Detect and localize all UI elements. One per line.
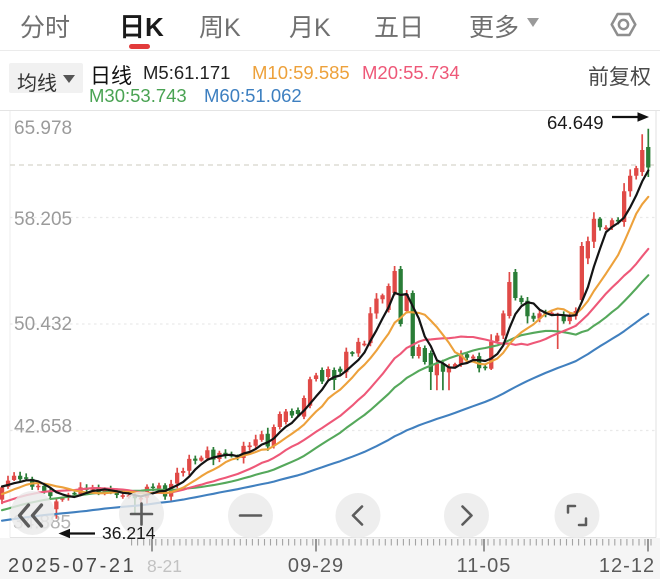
svg-text:58.205: 58.205 [14, 209, 72, 230]
svg-text:65.978: 65.978 [14, 118, 72, 139]
svg-text:09-29: 09-29 [288, 555, 344, 577]
svg-text:50.432: 50.432 [14, 314, 72, 335]
svg-text:8-21: 8-21 [147, 556, 182, 576]
svg-text:12-12: 12-12 [599, 555, 655, 577]
svg-text:42.658: 42.658 [14, 417, 72, 438]
svg-text:64.649: 64.649 [547, 112, 604, 133]
svg-text:2025-07-21: 2025-07-21 [8, 555, 136, 577]
svg-text:36.214: 36.214 [102, 523, 156, 543]
svg-text:11-05: 11-05 [457, 555, 512, 577]
